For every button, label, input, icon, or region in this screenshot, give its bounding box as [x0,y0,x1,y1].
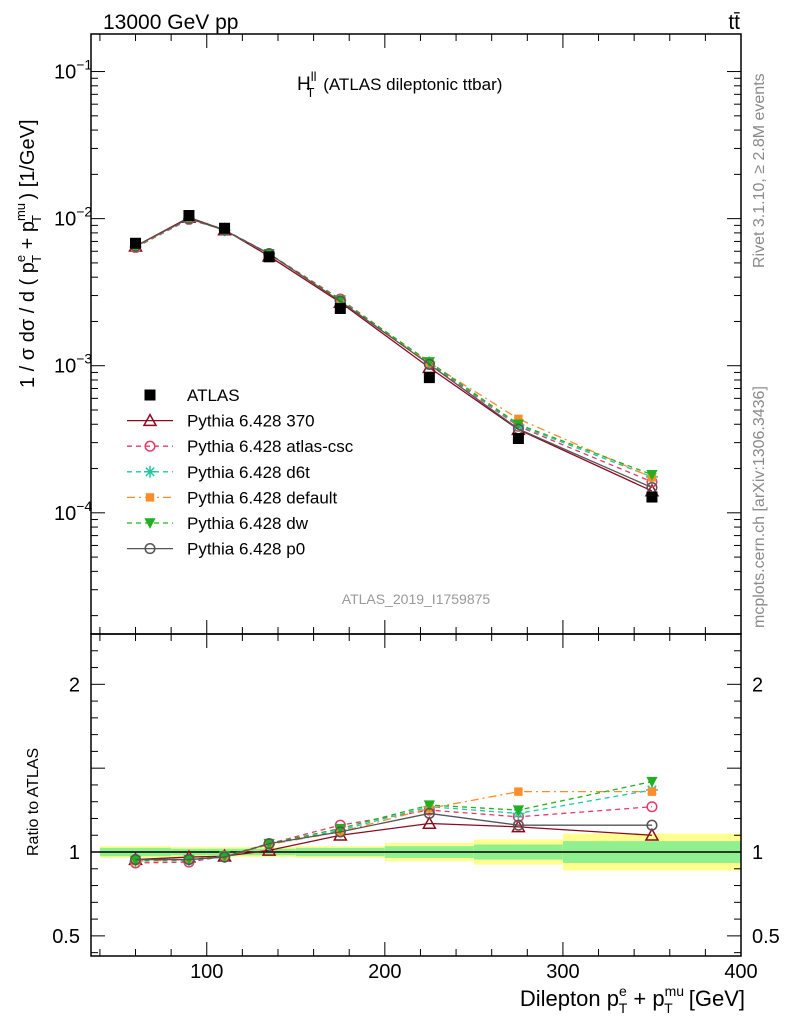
ratio-tick-label-left: 1 [69,842,80,864]
ratio-point-5 [646,819,658,831]
ratio-line-5 [135,812,652,861]
legend-label: Pythia 6.428 p0 [187,540,305,559]
ratio-point-0 [511,819,526,833]
ratio-line-1 [135,806,653,864]
data-point [219,222,231,234]
ratio-tick-label-right: 0.5 [752,926,780,948]
ratio-point-5 [183,854,195,866]
xlabel-main: Dilepton p [520,986,619,1011]
rivet-label: Rivet 3.1.10, ≥ 2.8M events [751,73,768,268]
legend-marker [144,440,156,452]
y-tick-label: 10−2 [54,204,92,231]
legend-label: Pythia 6.428 atlas-csc [187,437,354,456]
title-sub: T [307,85,315,100]
chart-title: Hll T (ATLAS dileptonic ttbar) [297,69,502,100]
ratio-tick-label-left: 0.5 [52,926,80,948]
xlabel-plus: + p [627,986,664,1011]
xlabel-unit: [GeV] [683,986,745,1011]
ylabel-mid: + p [17,221,39,255]
ratio-point-4 [334,823,346,835]
series-line-5 [135,217,653,489]
analysis-label: ATLAS_2019_I1759875 [342,591,491,607]
series-point-5 [423,358,435,370]
ylabel-sup1: e [13,255,28,262]
ratio-point-0 [644,827,660,841]
y-tick-label: 10−4 [54,498,92,525]
legend-marker [144,465,156,478]
series-point-3 [514,414,523,424]
legend-marker [145,493,155,502]
ylabel-post: ) [1/GeV] [17,119,39,205]
legend-marker [144,543,156,555]
ratio-point-4 [129,855,142,867]
ratio-point-0 [422,815,437,830]
ratio-point-4 [646,776,658,788]
title-sup: ll [311,69,317,84]
ratio-point-5 [219,851,231,863]
ylabel-sub2: T [29,215,44,223]
legend-marker [142,413,158,427]
ratio-point-4 [423,800,435,811]
title-main: H [297,74,311,95]
process-label: tt̄ [728,11,740,34]
ratio-plot-area [91,776,741,871]
x-tick-label: 300 [546,961,579,983]
xlabel-sup1: e [619,983,627,999]
ratio-point-0 [261,842,277,856]
x-axis-label: Dilepton pe T + pmu T [GeV] [520,983,745,1016]
ratio-frame [90,633,742,957]
main-plot-area [128,209,660,503]
ratio-point-5 [423,807,435,819]
legend-label: Pythia 6.428 370 [187,412,315,431]
legend-marker [144,389,156,401]
ratio-point-1 [646,801,658,813]
ratio-point-3 [647,787,657,796]
ratio-line-0 [135,822,652,861]
ratio-point-5 [512,819,524,831]
mcplots-label: mcplots.cern.ch [arXiv:1306.3436] [751,386,768,628]
y-axis-label: 1 / σ dσ / d ( peT + pmuT ) [1/GeV] [13,119,44,388]
data-point [512,433,524,445]
legend-label: Pythia 6.428 d6t [187,463,310,482]
ratio-point-5 [334,826,346,838]
legend: ATLAS Pythia 6.428 370 Pythia 6.428 atlas-… [127,386,354,559]
ratio-line-4 [135,780,653,862]
ratio-point-4 [512,805,525,816]
data-point [646,491,658,503]
ratio-point-3 [514,787,523,796]
ylabel-pre: 1 / σ dσ / d ( p [17,262,39,388]
ratio-point-5 [263,838,275,850]
x-tick-label: 400 [724,961,757,983]
energy-label: 13000 GeV pp [103,11,238,34]
y-tick-label: 10−3 [54,351,92,378]
ylabel-sup2: mu [13,203,28,221]
x-tick-label: 200 [368,961,401,983]
axes-labels: 100 200 300 400 10−1 10−2 10−3 10−4 2 2 1 1 0.5 0.5 [52,34,780,983]
xlabel-sup2: mu [665,983,684,999]
main-panel [90,33,742,635]
series-point-4 [646,469,658,481]
title-rest: (ATLAS dileptonic ttbar) [318,75,502,94]
data-point [183,210,195,222]
ratio-point-5 [129,854,142,866]
ylabel-sub1: T [29,255,44,263]
y-tick-label: 10−1 [54,57,92,84]
data-point [263,251,275,263]
xlabel-sub1: T [619,1000,628,1016]
ratio-tick-label-left: 2 [69,674,80,696]
ratio-tick-label-right: 2 [752,674,763,696]
legend-marker [144,518,156,529]
xlabel-sub2: T [664,1000,673,1016]
legend-label: Pythia 6.428 default [187,488,338,507]
x-tick-label: 100 [190,961,223,983]
legend-label: Pythia 6.428 dw [187,514,309,533]
data-point [423,372,435,384]
data-point [334,302,346,314]
ratio-panel [90,633,742,957]
ratio-y-label: Ratio to ATLAS [25,748,42,856]
legend-label: ATLAS [187,386,240,405]
data-point [130,237,142,249]
ratio-tick-label-right: 1 [752,842,763,864]
